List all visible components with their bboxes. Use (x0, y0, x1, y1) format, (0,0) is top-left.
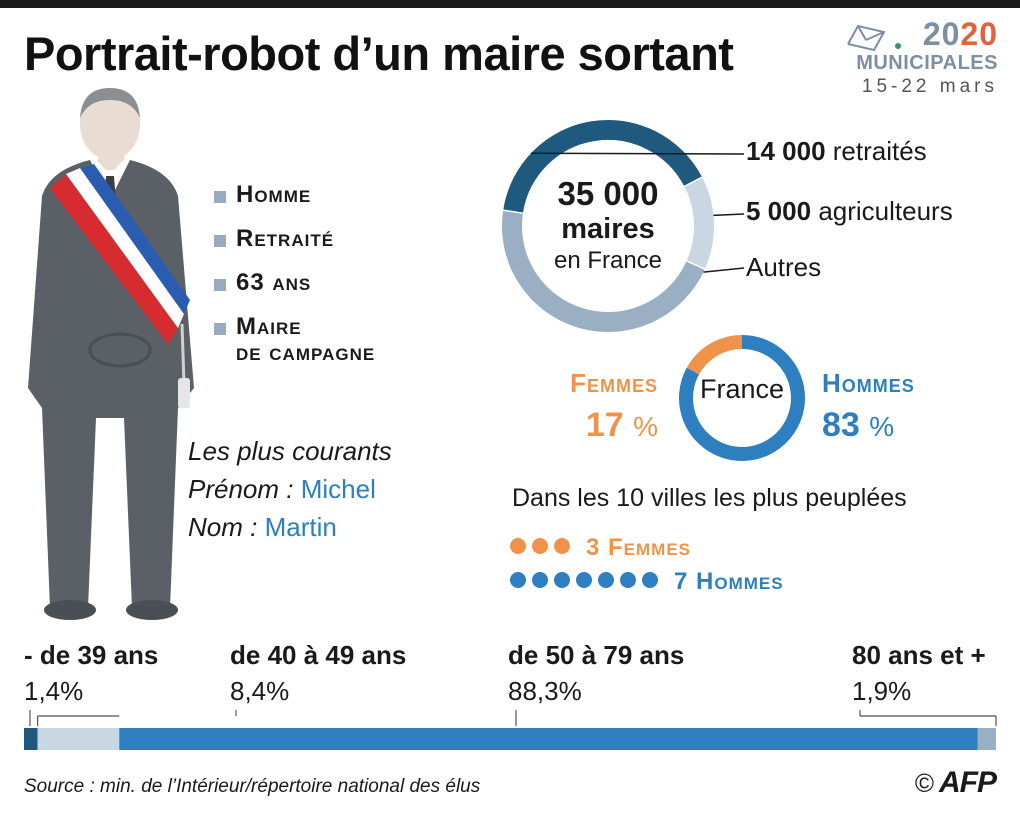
woman-dot (554, 537, 570, 554)
mayors-country: en France (553, 247, 663, 274)
page-title: Portrait-robot d’un maire sortant (24, 27, 734, 80)
age-segment-80plus (977, 728, 996, 750)
prenom-row: Prénom : Michel (188, 470, 392, 508)
nom-label: Nom : (188, 512, 258, 542)
women-dots (510, 537, 576, 559)
age-distribution-bar (24, 710, 997, 750)
occ-others: Autres (746, 252, 821, 283)
big-cities-women-label: 3 Femmes (586, 534, 692, 561)
occ-farmers-value: 5 000 (746, 196, 812, 226)
age-segment-under39 (24, 728, 38, 750)
age-label-80plus: 80 ans et + (852, 640, 986, 670)
trait-sex: Homme (214, 182, 436, 208)
trait-status: Retraité (214, 226, 436, 252)
men-percent: 83 % (822, 406, 894, 445)
age-value-under39: 1,4% (24, 676, 84, 706)
brand-municipales: MUNICIPALES (856, 52, 998, 74)
age-segment-40-49 (37, 728, 120, 750)
occ-others-label: Autres (746, 252, 822, 282)
man-dot (554, 571, 570, 588)
slice-others (502, 211, 705, 332)
gender-donut-chart (679, 335, 805, 461)
trait-age: 63 ans (214, 270, 436, 296)
men-label: Hommes (822, 368, 915, 398)
age-segment-50-79 (119, 728, 978, 750)
occ-retired: 14 000 retraités (746, 136, 927, 167)
age-label-40-49: de 40 à 49 ans (230, 640, 407, 670)
slice-women (686, 335, 743, 375)
slice-farmers (684, 177, 714, 269)
mayors-total: 35 000 (557, 175, 659, 212)
mayor-silhouette (28, 88, 194, 620)
copyright-symbol: © (914, 768, 934, 798)
big-cities-women-row: 3 Femmes (510, 534, 691, 562)
common-title: Les plus courants (188, 436, 392, 466)
leader-line (713, 213, 745, 217)
trait-location: Maire de campagne (214, 314, 436, 366)
big-cities-title: Dans les 10 villes les plus peuplées (512, 484, 907, 512)
men-percent-unit: % (869, 411, 895, 442)
men-dots (510, 571, 664, 593)
occ-retired-value: 14 000 (746, 136, 826, 166)
women-percent: 17 % (498, 406, 658, 445)
man-dot (598, 571, 614, 588)
slice-men (679, 335, 805, 461)
man-dot (532, 571, 548, 588)
leader-line (530, 152, 745, 155)
brand-year: 2020 (922, 16, 998, 52)
trait-location-line1: Maire (236, 313, 302, 340)
mayors-donut-chart (502, 120, 745, 332)
occ-farmers: 5 000 agriculteurs (746, 196, 953, 227)
occ-retired-label: retraités (832, 136, 927, 166)
man-dot (576, 571, 592, 588)
age-value-40-49: 8,4% (230, 676, 290, 706)
age-label-50-79: de 50 à 79 ans (508, 640, 685, 670)
nom-value: Martin (264, 512, 337, 542)
man-dot (510, 571, 526, 588)
source-note: Source : min. de l’Intérieur/répertoire … (24, 776, 481, 797)
woman-dot (510, 537, 526, 554)
profile-traits: Homme Retraité 63 ans Maire de campagne (214, 182, 436, 384)
agency-name: AFP (939, 766, 997, 799)
agency-logo: © AFP (914, 766, 997, 800)
brand-dates: 15-22 mars (861, 76, 998, 97)
brand-logo: 2020 MUNICIPALES 15-22 mars (838, 16, 998, 100)
nom-row: Nom : Martin (188, 508, 392, 546)
age-value-50-79: 88,3% (508, 676, 582, 706)
prenom-label: Prénom : (188, 474, 294, 504)
women-percent-unit: % (633, 411, 658, 442)
gender-donut-center: France (699, 374, 785, 404)
age-value-80plus: 1,9% (852, 676, 912, 706)
age-label-under39: - de 39 ans (24, 640, 159, 670)
trait-location-line2: de campagne (236, 339, 376, 366)
woman-dot (532, 537, 548, 554)
leader-line (703, 267, 745, 273)
man-dot (642, 571, 658, 588)
big-cities-men-label: 7 Hommes (674, 568, 784, 595)
mayors-donut-center: 35 000 maires en France (510, 176, 706, 276)
common-names: Les plus courants Prénom : Michel Nom : … (188, 432, 392, 546)
man-dot (620, 571, 636, 588)
top-bar (0, 0, 1020, 8)
occ-farmers-label: agriculteurs (818, 196, 953, 226)
prenom-value: Michel (300, 474, 376, 504)
ballot-icon (847, 24, 901, 52)
mayors-word: maires (561, 213, 655, 245)
big-cities-men-row: 7 Hommes (510, 568, 784, 596)
men-percent-value: 83 (822, 406, 860, 444)
women-percent-value: 17 (585, 406, 624, 444)
women-label: Femmes (570, 368, 658, 398)
